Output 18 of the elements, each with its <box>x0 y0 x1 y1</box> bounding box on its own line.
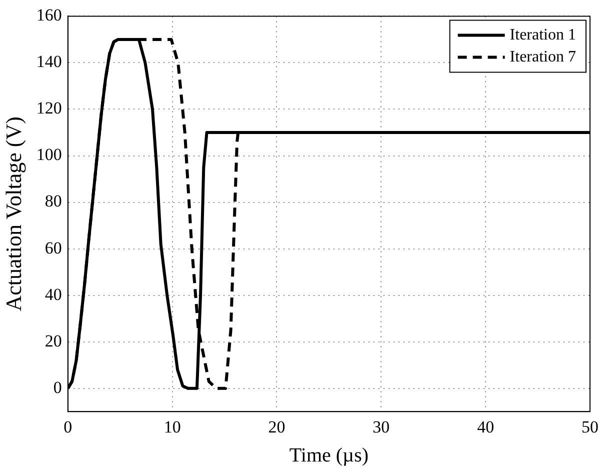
x-axis-title: Time (µs) <box>289 444 369 466</box>
legend-label: Iteration 1 <box>510 26 576 44</box>
y-tick-label: 20 <box>44 331 62 350</box>
y-tick-label: 80 <box>44 192 62 211</box>
y-tick-label: 120 <box>36 98 62 118</box>
y-tick-label: 160 <box>36 6 62 25</box>
x-tick-label: 40 <box>477 417 494 436</box>
y-tick-label: 60 <box>44 238 62 258</box>
y-axis-title: Actuation Voltage (V) <box>0 116 26 312</box>
x-tick-label: 50 <box>582 417 598 436</box>
y-tick-label: 0 <box>53 378 62 397</box>
x-tick-label: 20 <box>268 417 286 436</box>
y-tick-label: 100 <box>36 145 62 164</box>
y-tick-label: 140 <box>36 52 62 72</box>
y-tick-label: 40 <box>44 284 62 304</box>
x-tick-label: 10 <box>164 417 181 436</box>
x-tick-label: 30 <box>372 417 390 436</box>
legend-label: Iteration 7 <box>510 48 576 66</box>
